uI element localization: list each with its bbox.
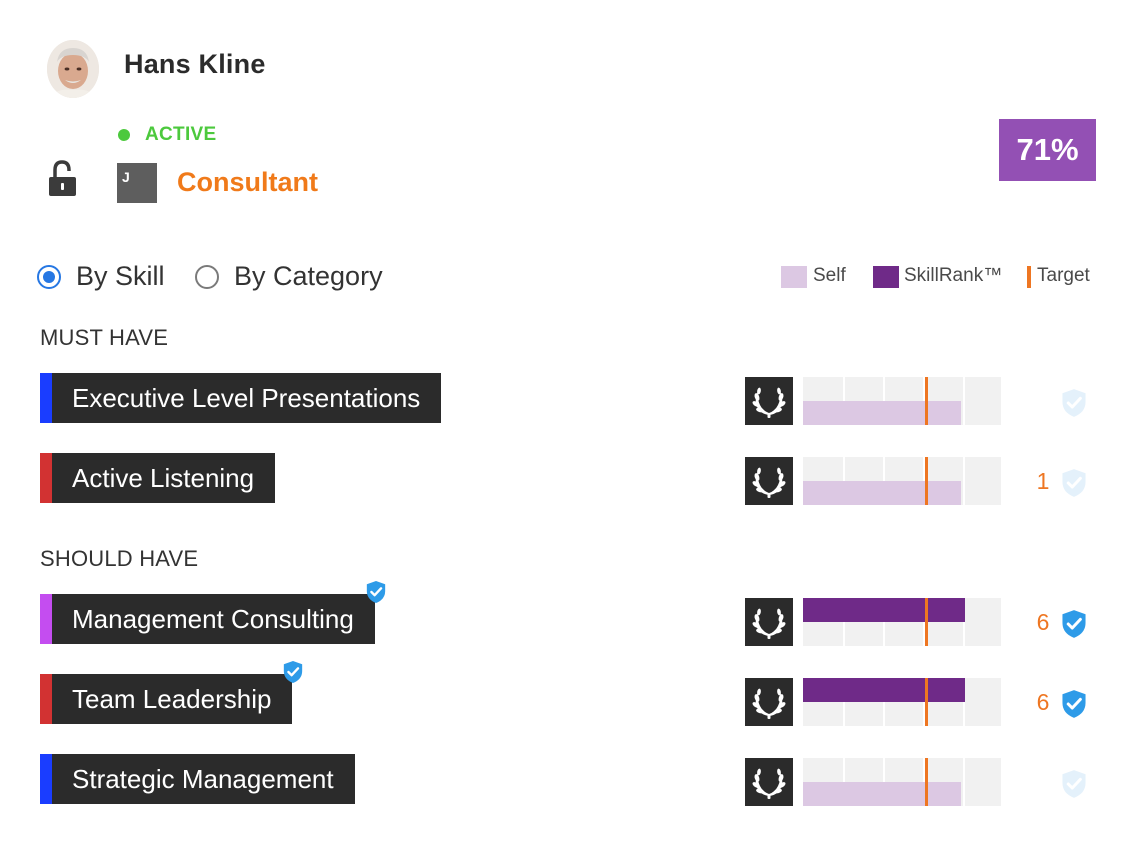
self-rating-bar [803, 401, 961, 425]
skill-chip[interactable]: Executive Level Presentations [40, 373, 442, 423]
verified-shield-icon[interactable] [1060, 468, 1088, 498]
verified-shield-icon[interactable] [1060, 609, 1088, 639]
laurel-wreath-icon[interactable] [745, 457, 793, 505]
skill-chip[interactable]: Team Leadership [40, 661, 303, 724]
verified-shield-icon[interactable] [1060, 769, 1088, 799]
verified-shield-icon[interactable] [1060, 388, 1088, 418]
must-have-heading: MUST HAVE [40, 325, 169, 350]
skill-rating-bar [803, 598, 1001, 646]
skillrank-bar [803, 598, 965, 622]
self-rating-bar [803, 782, 961, 806]
skill-priority-accent [40, 453, 52, 503]
skill-priority-accent [40, 594, 52, 644]
laurel-wreath-icon[interactable] [745, 598, 793, 646]
rating-gridline [963, 598, 965, 646]
endorsement-count: 1 [1036, 468, 1050, 494]
skill-chip[interactable]: Management Consulting [40, 581, 386, 644]
rating-gridline [923, 678, 925, 726]
skill-name: Team Leadership [72, 683, 272, 714]
skill-rating-bar [803, 457, 1001, 505]
skill-name: Strategic Management [72, 763, 334, 794]
legend-self-swatch [781, 266, 807, 288]
status-label: ACTIVE [145, 124, 217, 145]
endorsement-count: 6 [1036, 689, 1050, 715]
skill-name: Management Consulting [72, 603, 354, 634]
target-marker [925, 457, 928, 505]
rating-gridline [963, 758, 965, 806]
rating-gridline [883, 678, 885, 726]
skill-chip[interactable]: Active Listening [40, 453, 276, 503]
match-percent-badge: 71% [999, 119, 1096, 181]
by-skill-label[interactable]: By Skill [76, 261, 165, 291]
target-marker [925, 377, 928, 425]
legend-target-swatch [1027, 266, 1031, 288]
status-indicator-icon [118, 129, 130, 141]
should-have-heading: SHOULD HAVE [40, 546, 199, 571]
rating-gridline [843, 678, 845, 726]
unlocked-padlock-icon[interactable] [48, 160, 78, 198]
self-rating-bar [803, 481, 961, 505]
target-marker [925, 598, 928, 646]
skill-priority-accent [40, 373, 52, 423]
skill-chip[interactable]: Strategic Management [40, 754, 355, 804]
company-logo: J [117, 163, 157, 203]
legend-skillrank-label: SkillRank™ [904, 265, 1003, 286]
skill-rating-bar [803, 377, 1001, 425]
profile-name: Hans Kline [124, 49, 266, 79]
rating-gridline [883, 598, 885, 646]
skill-name: Executive Level Presentations [72, 382, 421, 413]
rating-gridline [923, 598, 925, 646]
verified-shield-icon[interactable] [1060, 689, 1088, 719]
by-category-radio[interactable] [195, 265, 219, 289]
laurel-wreath-icon[interactable] [745, 758, 793, 806]
endorsement-count: 6 [1036, 609, 1050, 635]
skill-rating-bar [803, 678, 1001, 726]
target-marker [925, 678, 928, 726]
target-marker [925, 758, 928, 806]
rating-gridline [963, 678, 965, 726]
laurel-wreath-icon[interactable] [745, 678, 793, 726]
legend-self-label: Self [813, 265, 846, 286]
legend-target-label: Target [1037, 265, 1090, 286]
role-title: Consultant [177, 167, 318, 197]
laurel-wreath-icon[interactable] [745, 377, 793, 425]
skill-priority-accent [40, 674, 52, 724]
verified-shield-icon [365, 580, 387, 604]
skill-name: Active Listening [72, 462, 255, 493]
rating-gridline [963, 457, 965, 505]
rating-gridline [963, 377, 965, 425]
by-skill-radio[interactable] [37, 265, 61, 289]
by-category-label[interactable]: By Category [234, 261, 383, 291]
skill-priority-accent [40, 754, 52, 804]
skillrank-bar [803, 678, 965, 702]
legend-skillrank-swatch [873, 266, 899, 288]
rating-gridline [843, 598, 845, 646]
avatar [47, 40, 99, 98]
verified-shield-icon [282, 660, 304, 684]
skill-rating-bar [803, 758, 1001, 806]
